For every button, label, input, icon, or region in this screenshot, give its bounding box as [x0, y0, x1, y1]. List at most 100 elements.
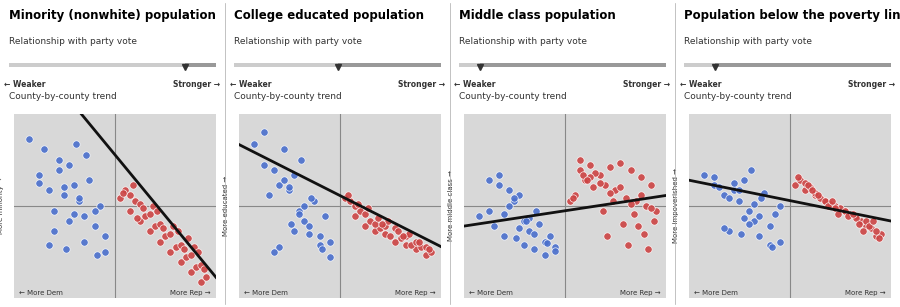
- Point: [307, 198, 321, 203]
- Point: [184, 270, 198, 275]
- Point: [578, 178, 592, 183]
- Point: [166, 224, 181, 229]
- Text: Middle class population: Middle class population: [459, 9, 616, 22]
- Point: [163, 249, 177, 254]
- Point: [808, 191, 823, 196]
- Text: College educated population: College educated population: [234, 9, 424, 22]
- Point: [322, 239, 337, 244]
- Point: [297, 219, 311, 223]
- Point: [126, 183, 140, 188]
- Point: [823, 201, 837, 206]
- Point: [706, 175, 721, 180]
- Point: [338, 195, 352, 200]
- Point: [588, 170, 602, 175]
- Point: [568, 193, 582, 198]
- Point: [547, 244, 562, 249]
- Point: [613, 160, 627, 165]
- Point: [537, 252, 552, 257]
- Point: [199, 275, 213, 280]
- Point: [747, 219, 761, 223]
- Text: Stronger →: Stronger →: [849, 80, 896, 89]
- Point: [284, 222, 298, 227]
- Text: County-by-county trend: County-by-county trend: [459, 92, 567, 101]
- Point: [849, 213, 863, 218]
- Point: [52, 157, 67, 162]
- Point: [87, 224, 102, 229]
- Point: [636, 232, 651, 237]
- Point: [537, 239, 552, 244]
- Point: [639, 203, 653, 208]
- Point: [247, 142, 261, 147]
- Point: [262, 193, 276, 198]
- Point: [649, 208, 663, 213]
- Point: [388, 226, 402, 231]
- Point: [697, 173, 711, 177]
- Point: [598, 183, 612, 188]
- Point: [626, 212, 641, 216]
- Point: [347, 213, 362, 218]
- Point: [378, 224, 392, 229]
- FancyBboxPatch shape: [338, 64, 441, 67]
- Point: [491, 173, 506, 177]
- Point: [613, 185, 627, 190]
- Text: More Rep →: More Rep →: [845, 290, 886, 296]
- Point: [409, 239, 423, 244]
- Point: [838, 208, 852, 213]
- Text: ← More Dem: ← More Dem: [469, 290, 512, 296]
- Point: [312, 242, 327, 247]
- Point: [757, 191, 771, 196]
- Point: [593, 181, 608, 186]
- Point: [744, 167, 759, 172]
- Point: [491, 183, 506, 188]
- Point: [133, 219, 148, 223]
- FancyBboxPatch shape: [185, 64, 216, 67]
- Point: [706, 183, 721, 188]
- Point: [304, 195, 319, 200]
- Point: [828, 205, 842, 210]
- Point: [47, 208, 61, 213]
- Point: [318, 213, 332, 218]
- Point: [734, 232, 749, 237]
- Text: More educated →: More educated →: [223, 176, 230, 236]
- Point: [497, 212, 511, 216]
- Point: [742, 222, 756, 227]
- Point: [163, 232, 177, 237]
- Point: [768, 212, 782, 216]
- Point: [727, 188, 742, 193]
- Point: [272, 183, 286, 188]
- Point: [732, 188, 746, 193]
- Point: [277, 147, 292, 152]
- Point: [634, 175, 648, 180]
- Point: [716, 193, 731, 198]
- Point: [312, 234, 327, 239]
- Text: ← More Dem: ← More Dem: [19, 290, 62, 296]
- Point: [170, 229, 184, 234]
- Text: Relationship with party vote: Relationship with party vote: [9, 37, 137, 46]
- Point: [32, 181, 46, 186]
- Text: Stronger →: Stronger →: [399, 80, 446, 89]
- Point: [282, 188, 296, 193]
- Point: [547, 248, 562, 253]
- Point: [742, 208, 756, 213]
- Point: [399, 242, 413, 247]
- Point: [189, 265, 203, 270]
- Point: [418, 252, 433, 257]
- FancyBboxPatch shape: [480, 64, 666, 67]
- Point: [843, 212, 858, 216]
- Point: [368, 229, 382, 234]
- Point: [712, 185, 726, 190]
- Point: [572, 157, 587, 162]
- Point: [628, 198, 643, 203]
- Point: [297, 203, 311, 208]
- Point: [772, 203, 787, 208]
- Point: [378, 232, 392, 237]
- Point: [383, 234, 398, 239]
- Point: [752, 234, 767, 239]
- Point: [772, 239, 787, 244]
- Point: [762, 224, 777, 229]
- Point: [859, 219, 873, 223]
- Point: [618, 195, 633, 200]
- Point: [793, 178, 807, 183]
- Point: [292, 212, 306, 216]
- Point: [527, 232, 542, 237]
